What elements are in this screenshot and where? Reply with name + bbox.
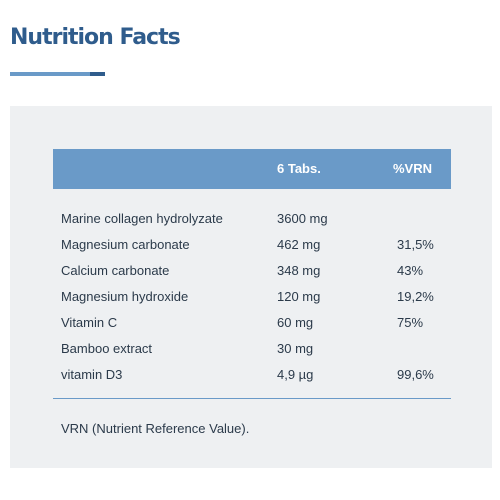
nutrition-panel: 6 Tabs. %VRN Marine collagen hydrolyzate… (10, 106, 492, 468)
table-header: 6 Tabs. %VRN (53, 149, 451, 189)
nutrient-vrn: 43% (397, 263, 424, 278)
header-amount: 6 Tabs. (277, 161, 321, 176)
table-row: Marine collagen hydrolyzate 3600 mg (53, 206, 451, 232)
nutrient-amount: 30 mg (277, 341, 314, 356)
nutrient-vrn: 19,2% (397, 289, 434, 304)
table-body: Marine collagen hydrolyzate 3600 mg Magn… (53, 206, 451, 388)
nutrient-amount: 4,9 µg (277, 367, 314, 382)
nutrient-vrn: 31,5% (397, 237, 434, 252)
underline-dark-segment (90, 72, 105, 76)
nutrient-name: Magnesium hydroxide (61, 289, 189, 304)
header-vrn: %VRN (393, 161, 433, 176)
nutrient-amount: 120 mg (277, 289, 321, 304)
table-row: vitamin D3 4,9 µg 99,6% (53, 362, 451, 388)
table-row: Magnesium carbonate 462 mg 31,5% (53, 232, 451, 258)
table-row: Calcium carbonate 348 mg 43% (53, 258, 451, 284)
nutrient-amount: 60 mg (277, 315, 314, 330)
nutrient-amount: 3600 mg (277, 211, 328, 226)
nutrient-vrn: 75% (397, 315, 424, 330)
nutrient-amount: 462 mg (277, 237, 321, 252)
table-row: Magnesium hydroxide 120 mg 19,2% (53, 284, 451, 310)
nutrient-name: Vitamin C (61, 315, 118, 330)
nutrient-name: Calcium carbonate (61, 263, 170, 278)
nutrient-name: Bamboo extract (61, 341, 153, 356)
underline-light-segment (10, 72, 90, 76)
footnote: VRN (Nutrient Reference Value). (61, 421, 250, 436)
nutrient-amount: 348 mg (277, 263, 321, 278)
table-row: Vitamin C 60 mg 75% (53, 310, 451, 336)
nutrient-name: Marine collagen hydrolyzate (61, 211, 223, 226)
nutrient-name: vitamin D3 (61, 367, 123, 382)
nutrient-vrn: 99,6% (397, 367, 434, 382)
nutrient-name: Magnesium carbonate (61, 237, 190, 252)
page-title: Nutrition Facts (10, 25, 181, 50)
title-underline (10, 72, 105, 76)
table-divider (53, 398, 451, 399)
table-row: Bamboo extract 30 mg (53, 336, 451, 362)
